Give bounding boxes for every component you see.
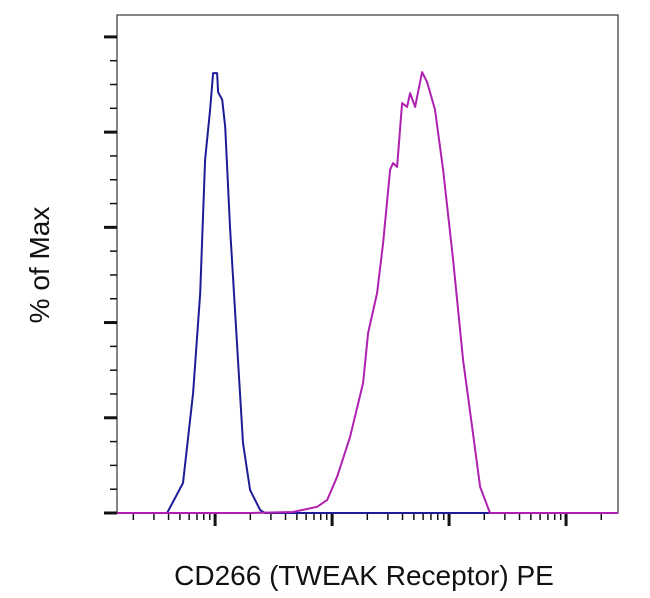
histogram-series-1 xyxy=(117,72,618,514)
histogram-series-2 xyxy=(117,71,618,514)
y-axis-label: % of Max xyxy=(24,206,55,324)
x-axis-label: CD266 (TWEAK Receptor) PE xyxy=(174,560,554,591)
plot-frame xyxy=(116,14,619,514)
